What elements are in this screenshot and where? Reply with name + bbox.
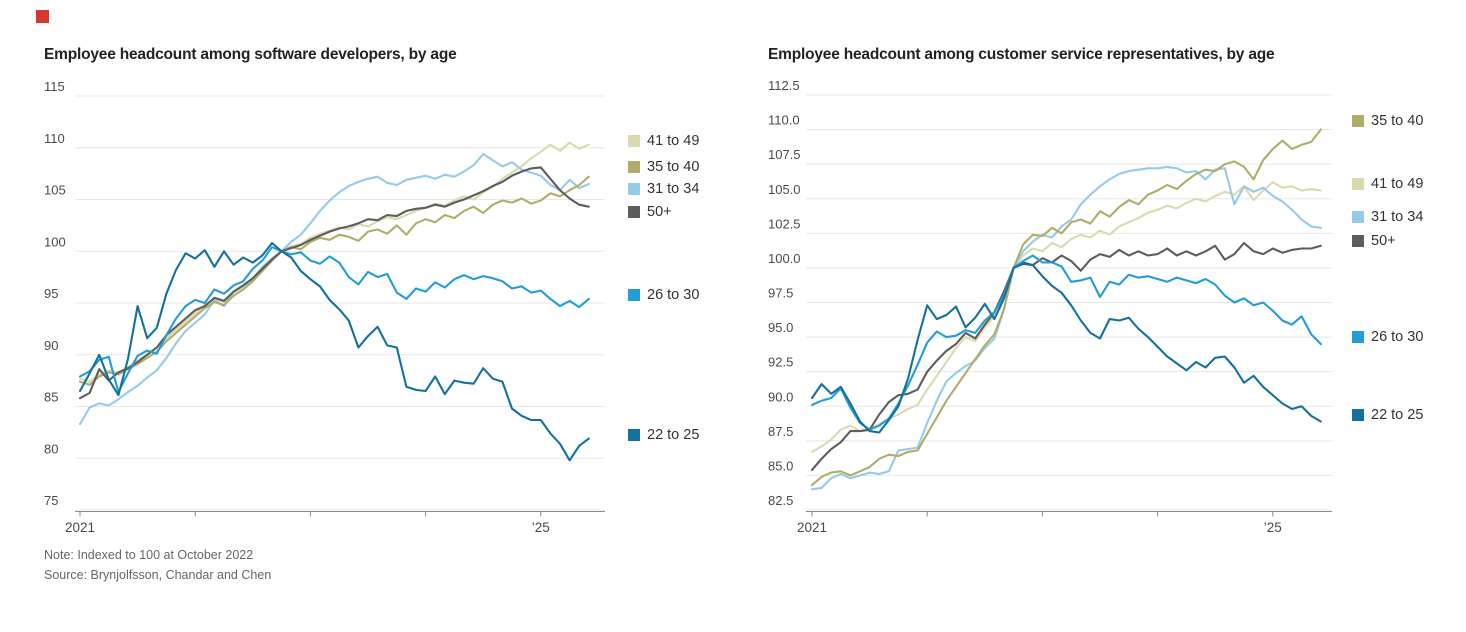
legend-swatch bbox=[1352, 178, 1364, 190]
y-tick-label: 107.5 bbox=[768, 147, 801, 162]
legend-label: 35 to 40 bbox=[1371, 113, 1424, 129]
series-line-22-to-25 bbox=[78, 241, 590, 462]
legend-label: 50+ bbox=[647, 204, 672, 220]
legend-label: 41 to 49 bbox=[647, 133, 700, 149]
legend-item-31-to-34: 31 to 34 bbox=[628, 180, 699, 198]
y-tick-label: 105 bbox=[44, 183, 66, 198]
series-line-41-to-49 bbox=[810, 181, 1322, 453]
series-line-41-to-49 bbox=[78, 141, 590, 383]
legend-item-41-to-49: 41 to 49 bbox=[628, 132, 699, 150]
series-line-50+ bbox=[810, 241, 1322, 471]
series-line-26-to-30 bbox=[810, 254, 1322, 431]
series-line-26-to-30 bbox=[78, 246, 590, 394]
legend-item-22-to-25: 22 to 25 bbox=[628, 426, 699, 444]
y-tick-label: 102.5 bbox=[768, 216, 801, 231]
legend-swatch bbox=[628, 206, 640, 218]
y-tick-label: 110.0 bbox=[768, 113, 800, 128]
legend-swatch bbox=[628, 183, 640, 195]
chart-note: Note: Indexed to 100 at October 2022 bbox=[44, 548, 254, 562]
legend-swatch bbox=[1352, 115, 1364, 127]
y-tick-label: 110 bbox=[44, 131, 65, 146]
y-tick-label: 85.0 bbox=[768, 458, 793, 473]
series-line-50+ bbox=[78, 166, 590, 400]
y-tick-label: 112.5 bbox=[768, 78, 800, 93]
x-tick-label: ’25 bbox=[532, 520, 550, 535]
chart-title-customer-service: Employee headcount among customer servic… bbox=[768, 46, 1275, 63]
x-tick-label: ’25 bbox=[1264, 520, 1282, 535]
legend-item-50+: 50+ bbox=[1352, 232, 1396, 250]
chart-title-developers: Employee headcount among software develo… bbox=[44, 46, 457, 63]
chart-source: Source: Brynjolfsson, Chandar and Chen bbox=[44, 568, 272, 582]
legend-label: 22 to 25 bbox=[1371, 407, 1424, 423]
y-tick-label: 85 bbox=[44, 390, 58, 405]
legend-swatch bbox=[628, 161, 640, 173]
y-tick-label: 100.0 bbox=[768, 251, 801, 266]
legend-item-35-to-40: 35 to 40 bbox=[1352, 112, 1423, 130]
legend-label: 31 to 34 bbox=[647, 181, 700, 197]
legend-swatch bbox=[628, 289, 640, 301]
y-tick-label: 80 bbox=[44, 441, 58, 456]
y-tick-label: 95.0 bbox=[768, 320, 793, 335]
legend-label: 26 to 30 bbox=[647, 287, 700, 303]
y-tick-label: 100 bbox=[44, 234, 66, 249]
brand-mark-red-square bbox=[36, 10, 49, 23]
legend-label: 31 to 34 bbox=[1371, 209, 1424, 225]
legend-item-41-to-49: 41 to 49 bbox=[1352, 175, 1423, 193]
series-line-35-to-40 bbox=[78, 175, 590, 386]
y-tick-label: 87.5 bbox=[768, 424, 793, 439]
y-tick-label: 97.5 bbox=[768, 286, 793, 301]
legend-item-35-to-40: 35 to 40 bbox=[628, 158, 699, 176]
legend-item-26-to-30: 26 to 30 bbox=[1352, 328, 1423, 346]
legend-label: 41 to 49 bbox=[1371, 176, 1424, 192]
y-tick-label: 95 bbox=[44, 286, 58, 301]
y-tick-label: 75 bbox=[44, 493, 58, 508]
y-tick-label: 92.5 bbox=[768, 355, 793, 370]
y-tick-label: 82.5 bbox=[768, 493, 793, 508]
legend-label: 35 to 40 bbox=[647, 159, 700, 175]
legend-swatch bbox=[1352, 235, 1364, 247]
legend-label: 26 to 30 bbox=[1371, 329, 1424, 345]
legend-item-22-to-25: 22 to 25 bbox=[1352, 406, 1423, 424]
legend-swatch bbox=[1352, 211, 1364, 223]
y-tick-label: 115 bbox=[44, 79, 65, 94]
legend-swatch bbox=[1352, 409, 1364, 421]
series-line-35-to-40 bbox=[810, 128, 1322, 487]
x-tick-label: 2021 bbox=[65, 520, 95, 535]
legend-label: 22 to 25 bbox=[647, 427, 700, 443]
legend-swatch bbox=[1352, 331, 1364, 343]
series-line-22-to-25 bbox=[810, 262, 1322, 434]
chart-plot-0: 115 110 105 100 95 90 85 80 75 2021 ’25 bbox=[44, 79, 605, 535]
series-line-31-to-34 bbox=[78, 152, 590, 426]
legend-swatch bbox=[628, 429, 640, 441]
legend-item-31-to-34: 31 to 34 bbox=[1352, 208, 1423, 226]
x-tick-label: 2021 bbox=[797, 520, 827, 535]
legend-item-50+: 50+ bbox=[628, 203, 672, 221]
y-tick-label: 90 bbox=[44, 338, 58, 353]
legend-swatch bbox=[628, 135, 640, 147]
legend-item-26-to-30: 26 to 30 bbox=[628, 286, 699, 304]
y-tick-label: 105.0 bbox=[768, 182, 801, 197]
legend-label: 50+ bbox=[1371, 233, 1396, 249]
y-tick-label: 90.0 bbox=[768, 389, 793, 404]
chart-plot-1: 112.5 110.0 107.5 105.0 102.5 100.0 97.5 95.0 92… bbox=[768, 78, 1332, 535]
series-line-31-to-34 bbox=[810, 165, 1322, 491]
